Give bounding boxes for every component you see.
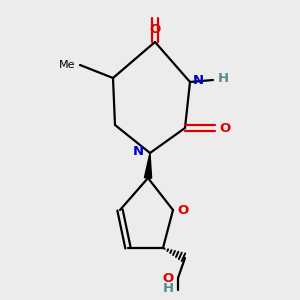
Text: O: O	[162, 272, 173, 284]
Text: Me: Me	[59, 60, 76, 70]
Text: H: H	[218, 72, 229, 85]
Text: O: O	[220, 122, 231, 134]
Text: N: N	[192, 74, 203, 87]
Text: O: O	[178, 203, 189, 217]
Text: O: O	[149, 23, 161, 36]
Text: H: H	[162, 282, 173, 295]
Text: N: N	[132, 145, 143, 158]
Polygon shape	[144, 153, 152, 178]
